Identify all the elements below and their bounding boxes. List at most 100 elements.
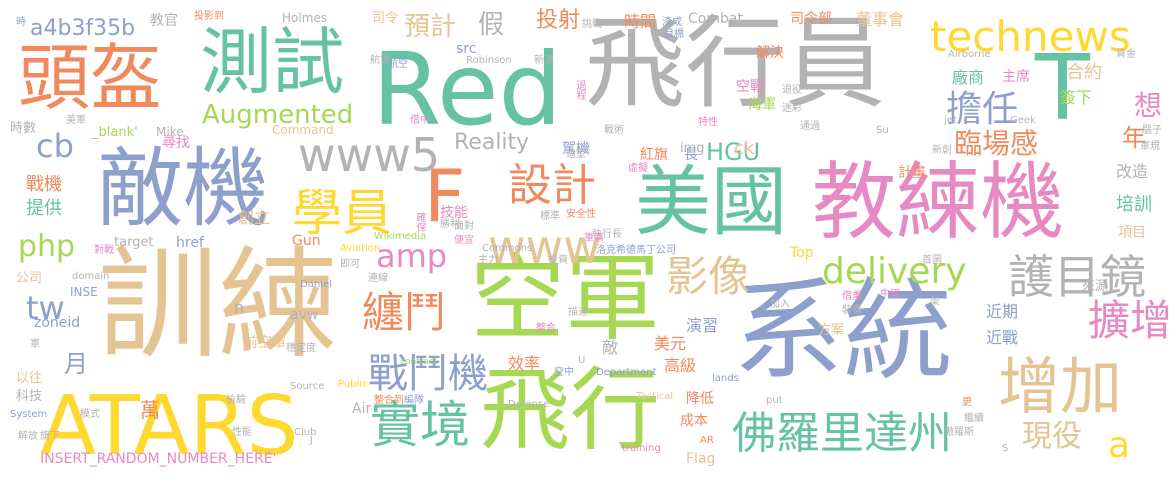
word: 挑戰 — [582, 19, 602, 30]
word: tw — [26, 289, 65, 327]
word: 美元 — [654, 334, 687, 353]
word: 描述 — [568, 307, 588, 318]
word: 航電 — [370, 55, 390, 66]
word: 合約 — [1066, 62, 1102, 83]
word: a — [1108, 425, 1131, 466]
word: zoneid — [34, 315, 81, 331]
word: 教官 — [150, 13, 178, 29]
word: amp — [376, 237, 448, 275]
word: 繼續 — [964, 413, 984, 424]
word: 敵機 — [97, 139, 269, 239]
word: 美軍 — [66, 115, 86, 126]
word: 洛克希德馬丁公司 — [596, 245, 676, 256]
word: 假 — [478, 10, 505, 40]
word: 設計 — [508, 160, 596, 211]
word: 更 — [962, 397, 972, 408]
word: 實境 — [370, 396, 470, 454]
word: src — [456, 41, 477, 57]
word: href — [176, 235, 204, 251]
word: Source — [290, 381, 325, 392]
word: 降低 — [686, 391, 714, 407]
word: 計畫 — [898, 165, 926, 181]
word: 董事會 — [856, 10, 905, 29]
word: 前空軍 — [244, 335, 286, 351]
word: 特性 — [698, 117, 718, 128]
word: 司令 — [372, 11, 399, 26]
word: 公司 — [16, 271, 43, 286]
word: 時數 — [10, 121, 37, 136]
word: 即可 — [340, 259, 360, 270]
word: img — [680, 141, 705, 156]
word: System — [10, 409, 48, 420]
word: 成本 — [680, 413, 708, 429]
word: 迷彩 — [782, 103, 802, 114]
word: 戰機 — [26, 174, 62, 195]
word: J — [310, 435, 313, 446]
word: 標準 — [540, 211, 560, 222]
word: 護目鏡 — [1008, 250, 1146, 304]
word: 旗下 — [40, 431, 60, 442]
word: Aviation — [340, 243, 381, 254]
word: 解放 — [18, 431, 38, 442]
word: Mike — [156, 125, 184, 139]
word: 對戰 — [94, 245, 114, 256]
word: Public — [338, 379, 368, 390]
word: 投影到 — [194, 11, 224, 22]
word: 戰鬥機 — [368, 351, 488, 397]
word: Tactical — [636, 391, 674, 402]
word: avw — [290, 307, 319, 323]
word: 戰術 — [604, 125, 624, 136]
word: 借重 — [842, 291, 862, 302]
word: www5 — [298, 128, 441, 182]
word: S — [1002, 443, 1009, 454]
word: 便宜 — [454, 235, 474, 246]
word: 新進 — [534, 55, 554, 66]
word: HGU — [706, 138, 761, 166]
word: 軍事 — [584, 233, 604, 244]
word: 現役 — [1022, 419, 1082, 454]
word: Wikimedia — [374, 231, 427, 242]
word: Gun — [292, 233, 321, 249]
word: Top — [790, 245, 814, 261]
word: U — [578, 355, 586, 366]
word: 頭盔 — [18, 36, 163, 120]
word: 執行長 — [592, 229, 622, 240]
word: 資金 — [1116, 49, 1136, 60]
word: 擔任 — [946, 89, 1019, 130]
word: 整合到 — [374, 395, 404, 406]
word: domain — [72, 271, 110, 282]
word: 方案 — [818, 323, 845, 338]
word: 解決 — [756, 45, 784, 61]
word: 模式 — [80, 409, 100, 420]
word: 演習 — [686, 316, 719, 335]
word: jet — [944, 115, 957, 126]
word: Defense — [508, 399, 550, 410]
word: Geek — [1010, 115, 1036, 126]
word: 預計 — [404, 12, 457, 42]
word: 簽下 — [1060, 88, 1093, 107]
word: 中國 — [880, 289, 900, 300]
word: delivery — [822, 251, 967, 292]
word: 提供 — [26, 198, 62, 219]
word: 整合 — [536, 323, 556, 334]
word: 美國 — [635, 157, 787, 246]
word: 系統 — [733, 267, 953, 395]
word: 主席 — [1002, 69, 1030, 85]
word: 年 — [1122, 124, 1146, 152]
word: 性能 — [232, 427, 252, 438]
word: php — [18, 229, 76, 264]
word: 投射 — [536, 8, 581, 33]
word: n — [234, 298, 245, 317]
word: 司令部 — [790, 11, 832, 27]
word: 訓練 — [98, 236, 338, 375]
word: 腦子 — [1142, 125, 1162, 136]
word: 主力 — [478, 255, 498, 266]
word: contract — [400, 357, 438, 367]
word: 勝利 — [440, 219, 460, 230]
word: 確保 — [414, 212, 425, 232]
word: 飛行員 — [585, 5, 885, 122]
word: 測試 — [200, 20, 345, 104]
word: Robinson — [466, 55, 512, 66]
word: 新創 — [932, 145, 952, 156]
word: 培訓 — [1116, 194, 1152, 215]
